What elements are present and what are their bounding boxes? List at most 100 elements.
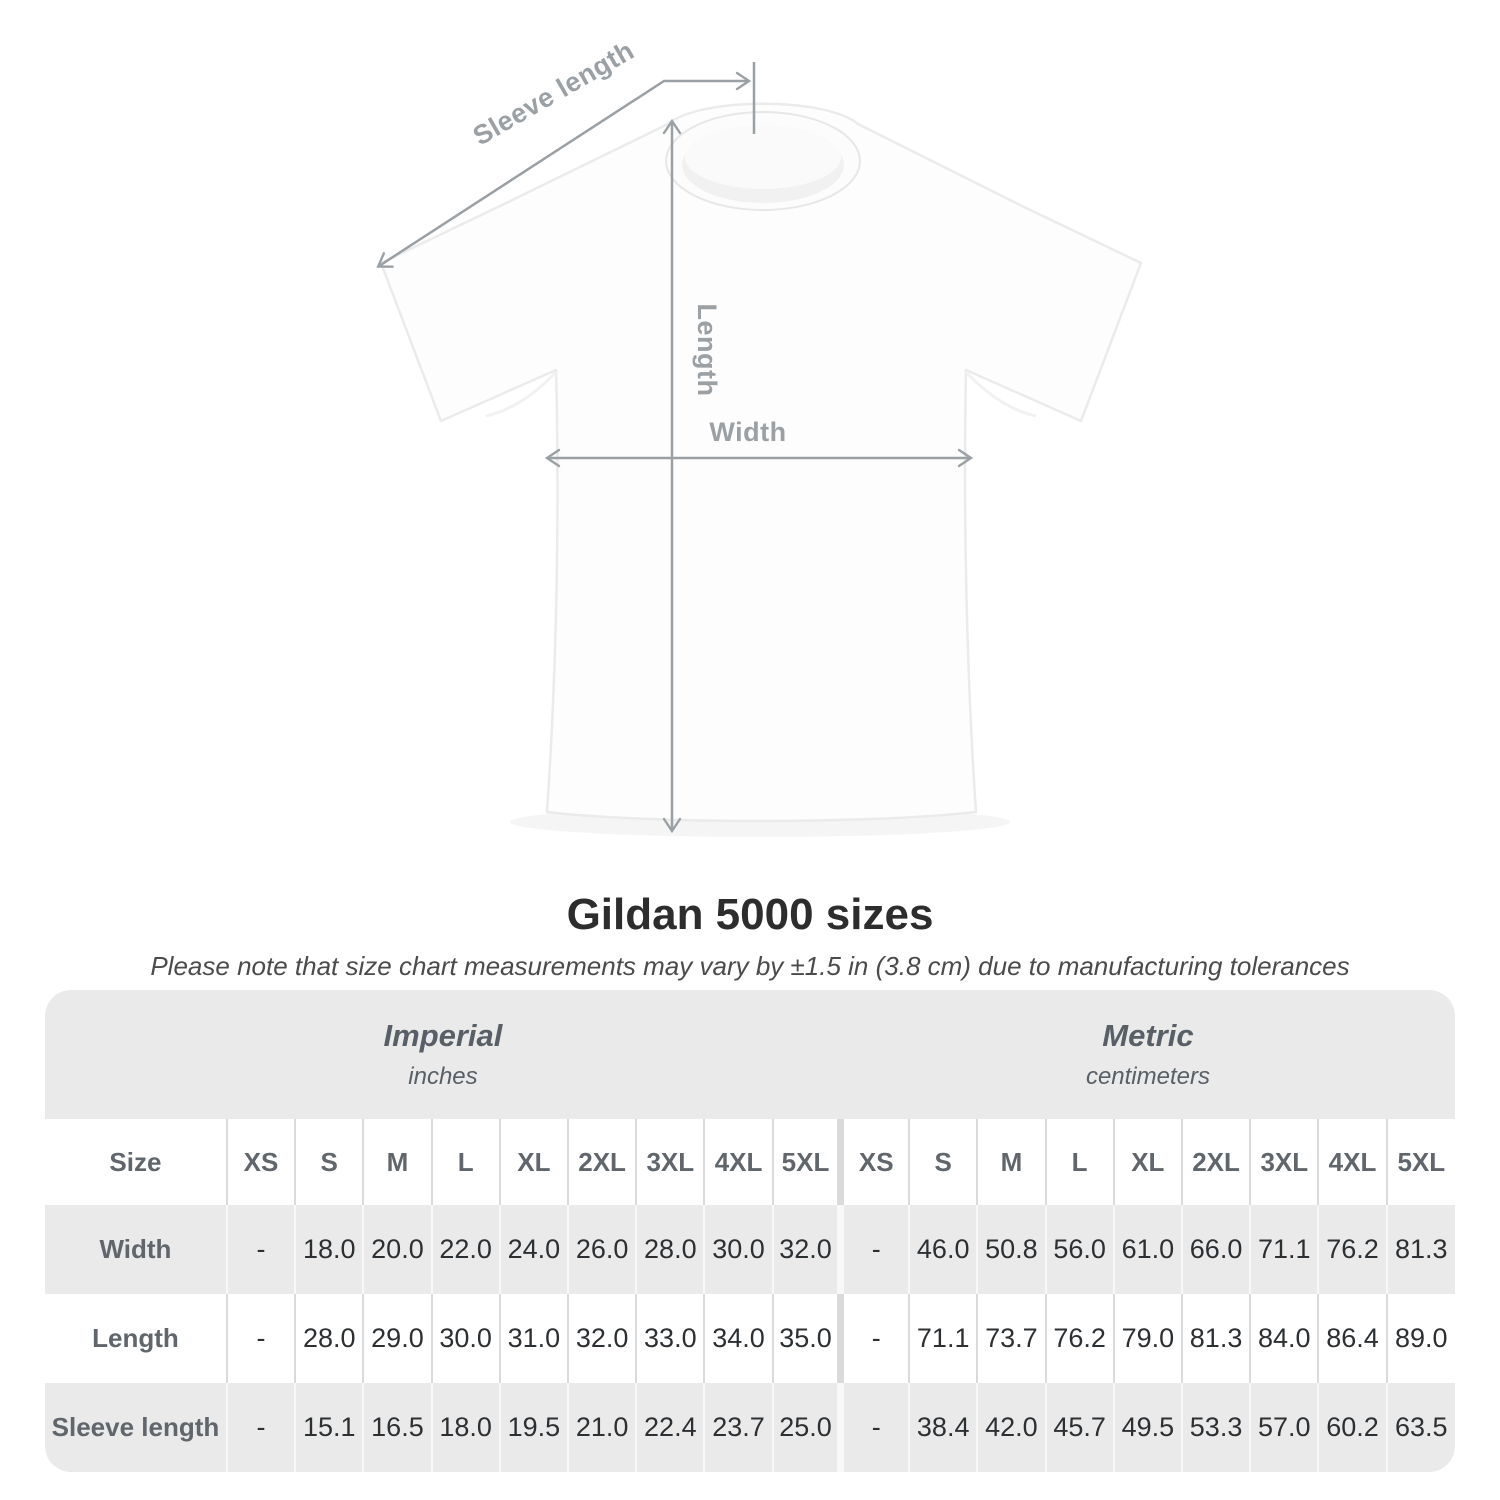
value-cell: 61.0 [1113,1205,1183,1294]
value-cell: 29.0 [363,1294,433,1383]
imperial-size-header-l: L [431,1119,501,1205]
unit-group-imperial: Imperial inches [45,990,841,1119]
value-cell: 73.7 [977,1294,1047,1383]
imperial-size-header-3xl: 3XL [636,1119,706,1205]
row-label: Sleeve length [45,1383,228,1472]
value-cell: 25.0 [772,1383,845,1472]
sleeve-length-arrow [376,71,752,268]
imperial-size-header-s: S [295,1119,365,1205]
value-cell: 38.4 [909,1383,979,1472]
metric-size-header-l: L [1045,1119,1115,1205]
metric-label: Metric [1102,1018,1194,1053]
value-cell: 34.0 [704,1294,774,1383]
unit-group-metric: Metric centimeters [841,990,1455,1119]
imperial-size-header-m: M [363,1119,433,1205]
value-cell: 19.5 [499,1383,569,1472]
value-cell: 66.0 [1181,1205,1252,1294]
value-cell: 23.7 [704,1383,774,1472]
imperial-size-header-4xl: 4XL [704,1119,774,1205]
value-cell: - [226,1294,297,1383]
measurements-table: Size XS S M L XL 2XL 3XL 4XL 5XL XS S M L XL 2XL 3XL 4XL 5… [45,1119,1455,1472]
value-cell: 32.0 [772,1205,845,1294]
imperial-size-header-xs: XS [226,1119,297,1205]
metric-size-header-2xl: 2XL [1181,1119,1252,1205]
value-cell: 63.5 [1395,1412,1448,1442]
table-row-length: Length -28.0 29.0 30.0 31.0 32.0 33.0 34.0 35.0-… [45,1294,1455,1383]
tshirt-graphic [379,102,1143,823]
table-row-sleeve-length: Sleeve length -15.1 16.5 18.0 19.5 21.0 22.4 23… [45,1383,1455,1472]
value-cell: 21.0 [567,1383,638,1472]
value-cell: - [840,1205,911,1294]
value-cell: 76.2 [1318,1205,1388,1294]
value-cell: 33.0 [636,1294,706,1383]
sleeve-length-label: Sleeve length [468,35,639,151]
value-cell: 86.4 [1318,1294,1388,1383]
unit-header-band: Imperial inches Metric centimeters [45,990,1455,1119]
value-cell: 30.0 [704,1205,774,1294]
value-cell: 22.4 [636,1383,706,1472]
value-cell: 15.1 [295,1383,365,1472]
value-cell: - [226,1383,297,1472]
chart-title: Gildan 5000 sizes [566,890,934,939]
value-cell: 20.0 [363,1205,433,1294]
value-cell: 50.8 [977,1205,1047,1294]
imperial-label: Imperial [383,1018,503,1053]
width-label: Width [709,417,786,447]
value-cell: 89.0 [1395,1323,1448,1353]
metric-size-header-5xl: 5XL [1397,1146,1446,1177]
metric-size-header-4xl: 4XL [1318,1119,1388,1205]
row-label: Length [45,1294,228,1383]
value-cell: 32.0 [567,1294,638,1383]
metric-unit-label: centimeters [1085,1063,1210,1090]
value-cell: 57.0 [1250,1383,1320,1472]
metric-size-header-xl: XL [1113,1119,1183,1205]
value-cell: 16.5 [363,1383,433,1472]
collar-inner-back [685,125,841,189]
value-cell: 60.2 [1318,1383,1388,1472]
value-cell: 71.1 [1250,1205,1320,1294]
length-label: Length [692,304,722,397]
imperial-unit-label: inches [408,1063,478,1090]
value-cell: 28.0 [295,1294,365,1383]
value-cell: 56.0 [1045,1205,1115,1294]
value-cell: 24.0 [499,1205,569,1294]
value-cell: 42.0 [977,1383,1047,1472]
table-row-width: Width -18.0 20.0 22.0 24.0 26.0 28.0 30.0 32.0-4… [45,1205,1455,1294]
value-cell: - [226,1205,297,1294]
size-table: Imperial inches Metric centimeters Size X… [45,990,1455,1472]
value-cell: 35.0 [772,1294,845,1383]
table-body: Width -18.0 20.0 22.0 24.0 26.0 28.0 30.0 32.0-4… [45,1205,1455,1472]
tshirt-diagram-svg: Sleeve length Length Width [376,35,1143,834]
value-cell: 81.3 [1395,1234,1448,1264]
right-underarm-crease [964,370,1037,418]
value-cell: 76.2 [1045,1294,1115,1383]
value-cell: 18.0 [295,1205,365,1294]
imperial-size-header-xl: XL [499,1119,569,1205]
value-cell: 71.1 [909,1294,979,1383]
value-cell: 79.0 [1113,1294,1183,1383]
metric-size-header-s: S [909,1119,979,1205]
value-cell: 31.0 [499,1294,569,1383]
value-cell: 30.0 [431,1294,501,1383]
metric-size-header-m: M [977,1119,1047,1205]
metric-size-header-xs: XS [840,1119,911,1205]
tolerance-note: Please note that size chart measurements… [150,951,1350,981]
value-cell: - [840,1294,911,1383]
value-cell: 81.3 [1181,1294,1252,1383]
value-cell: 49.5 [1113,1383,1183,1472]
value-cell: 18.0 [431,1383,501,1472]
imperial-size-header-5xl: 5XL [772,1119,845,1205]
value-cell: 26.0 [567,1205,638,1294]
left-underarm-crease [485,370,558,418]
value-cell: 53.3 [1181,1383,1252,1472]
value-cell: 22.0 [431,1205,501,1294]
value-cell: 28.0 [636,1205,706,1294]
value-cell: 45.7 [1045,1383,1115,1472]
size-header-row: Size XS S M L XL 2XL 3XL 4XL 5XL XS S M L XL 2XL 3XL 4XL 5… [45,1119,1455,1205]
value-cell: - [840,1383,911,1472]
metric-size-header-3xl: 3XL [1250,1119,1320,1205]
row-label: Width [45,1205,228,1294]
tshirt-measurement-diagram: Sleeve length Length Width [376,35,1143,834]
value-cell: 84.0 [1250,1294,1320,1383]
